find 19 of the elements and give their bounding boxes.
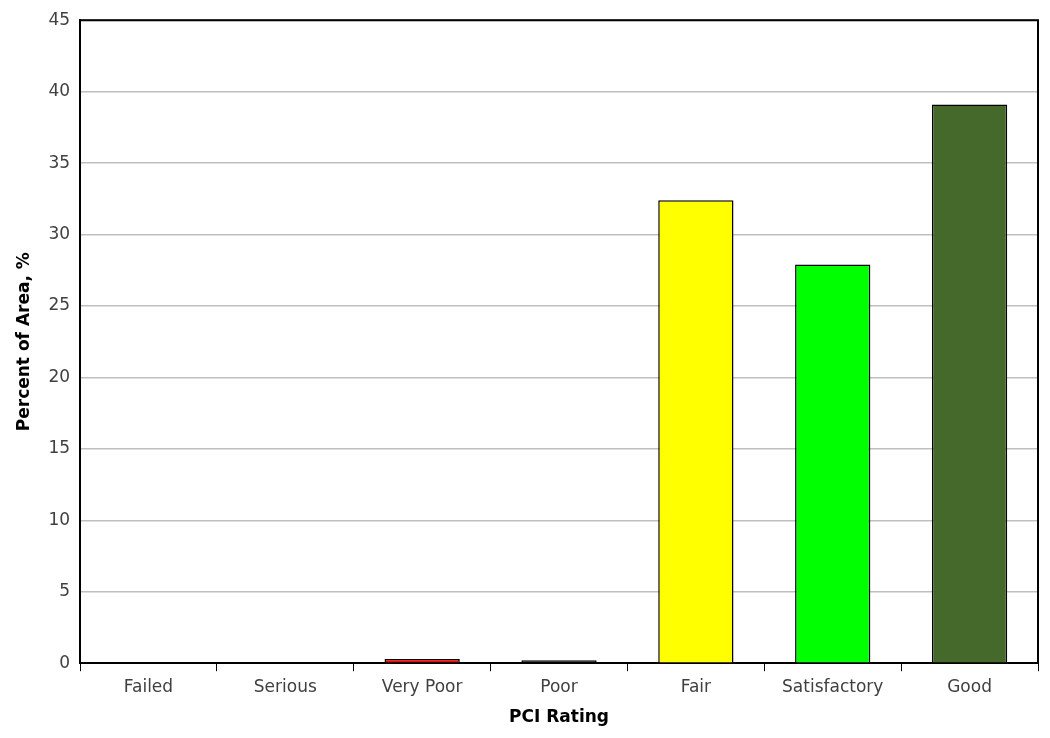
x-tick-label: Fair bbox=[680, 675, 712, 696]
y-tick-label: 35 bbox=[48, 151, 71, 172]
y-tick-label: 0 bbox=[59, 651, 71, 672]
x-tick-label: Good bbox=[947, 675, 992, 696]
y-tick-label: 5 bbox=[59, 580, 71, 601]
y-tick-label: 45 bbox=[48, 8, 71, 29]
x-axis-title: PCI Rating bbox=[509, 706, 609, 727]
x-tick-label: Failed bbox=[123, 675, 174, 696]
y-tick-label: 25 bbox=[48, 294, 71, 315]
x-tick-label: Satisfactory bbox=[782, 675, 884, 696]
y-axis-title: Percent of Area, % bbox=[12, 252, 33, 432]
y-tick-label: 20 bbox=[48, 365, 71, 386]
y-tick-label: 30 bbox=[48, 222, 71, 243]
y-tick-label: 10 bbox=[48, 508, 71, 529]
x-tick-label: Serious bbox=[253, 675, 317, 696]
y-tick-label: 15 bbox=[48, 437, 71, 458]
x-tick-label: Very Poor bbox=[381, 675, 463, 696]
y-tick-label: 40 bbox=[48, 80, 71, 101]
x-tick-label: Poor bbox=[540, 675, 578, 696]
